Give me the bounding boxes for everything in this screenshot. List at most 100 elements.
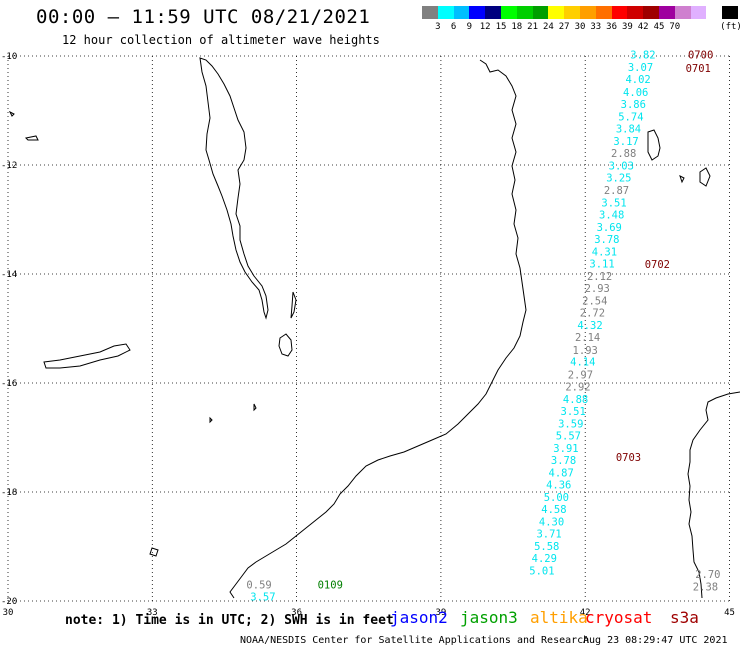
wave-height-value: 3.11 — [589, 259, 614, 271]
africa-coastline — [229, 59, 527, 599]
small-island-1 — [679, 175, 685, 184]
legend-s3a: s3a — [670, 608, 699, 627]
scale-swatch — [469, 6, 486, 19]
scale-swatch — [453, 6, 470, 19]
axis-labels: 30 33 36 39 42 45 -10 -12 -14 -16 -18 -20 — [1, 52, 735, 618]
longitude-label: 33 — [147, 608, 158, 618]
wave-height-value: 2.97 — [568, 369, 593, 381]
wave-height-value: 2.88 — [611, 148, 636, 160]
wave-height-value: 3.78 — [594, 234, 619, 246]
scale-swatch — [611, 6, 628, 19]
scale-swatch — [500, 6, 517, 19]
wave-height-value: 5.01 — [529, 565, 554, 577]
pass-time-label: 0702 — [645, 259, 670, 271]
wave-height-value: 2.12 — [587, 271, 612, 283]
small-island-6 — [209, 416, 213, 424]
coastline — [8, 57, 740, 599]
longitude-label: 30 — [3, 608, 14, 618]
wave-height-value: 2.14 — [575, 332, 600, 344]
wave-height-value: 2.54 — [582, 296, 607, 308]
satellite-pass-times: 0700 0701 0702 0703 0109 — [318, 49, 714, 591]
wave-height-value: 2.93 — [585, 283, 610, 295]
wave-height-value: 3.48 — [599, 210, 624, 222]
wave-height-values: 3.823.074.024.063.865.743.843.172.883.03… — [246, 49, 720, 603]
page-title: 00:00 – 11:59 UTC 08/21/2021 — [36, 6, 371, 28]
scale-label: 27 — [558, 22, 570, 32]
wave-height-value: 3.71 — [536, 528, 561, 540]
scale-swatch — [627, 6, 644, 19]
scale-label: 18 — [511, 22, 523, 32]
legend-cryosat: cryosat — [585, 608, 653, 627]
longitude-label: 42 — [580, 608, 591, 618]
units-note: note: 1) Time is in UTC; 2) SWH is in fe… — [65, 613, 394, 628]
scale-swatch — [643, 6, 659, 19]
wave-height-color-scale — [422, 6, 738, 19]
wave-height-value: 4.88 — [563, 394, 588, 406]
wave-height-value: 2.87 — [604, 185, 629, 197]
wave-height-value: 3.84 — [616, 123, 641, 135]
scale-label: 45 — [653, 22, 665, 32]
scale-label: 3 — [435, 22, 441, 32]
wave-height-value: 5.58 — [534, 541, 559, 553]
wave-height-value: 4.32 — [577, 320, 602, 332]
lake-chilwa-outline — [278, 333, 293, 357]
wave-height-value: 4.36 — [546, 479, 571, 491]
small-island-2 — [24, 135, 39, 141]
wave-height-value: 3.82 — [630, 49, 655, 61]
latitude-label: -16 — [1, 379, 17, 389]
mayotte-island — [699, 167, 711, 187]
longitude-label: 36 — [291, 608, 302, 618]
small-island-3 — [8, 110, 15, 117]
generated-time: Aug 23 08:29:47 UTC 2021 — [583, 635, 728, 646]
pass-time-label: 0703 — [616, 452, 641, 464]
wave-height-value: 3.17 — [613, 136, 638, 148]
wave-height-value: 4.14 — [570, 357, 595, 369]
wave-height-value: 3.59 — [558, 418, 583, 430]
wave-height-value: 3.57 — [250, 592, 275, 604]
latitude-label: -18 — [1, 488, 17, 498]
scale-swatch — [485, 6, 501, 19]
latitude-label: -12 — [1, 161, 17, 171]
wave-height-value: 3.51 — [561, 406, 586, 418]
scale-label: 42 — [637, 22, 649, 32]
scale-label: 15 — [495, 22, 507, 32]
scale-swatch — [437, 6, 454, 19]
wave-height-value: 2.72 — [580, 308, 605, 320]
pass-time-label: 0701 — [686, 63, 711, 75]
longitude-label: 39 — [435, 608, 446, 618]
wave-height-value: 4.06 — [623, 87, 648, 99]
wave-height-value: 0.59 — [246, 580, 271, 592]
scale-swatch — [548, 6, 565, 19]
scale-swatch — [690, 6, 707, 19]
legend-jason3: jason3 — [460, 608, 518, 627]
scale-label: 24 — [542, 22, 554, 32]
wave-height-value: 4.31 — [592, 247, 617, 259]
wave-height-value: 3.91 — [553, 443, 578, 455]
wave-height-value: 3.78 — [551, 455, 576, 467]
longitude-label: 45 — [724, 608, 735, 618]
wave-height-value: 4.30 — [539, 516, 564, 528]
legend-jason2: jason2 — [390, 608, 448, 627]
wave-height-value: 5.00 — [544, 492, 569, 504]
latitude-label: -10 — [1, 52, 17, 62]
scale-swatch — [595, 6, 612, 19]
scale-unit: (ft) — [720, 22, 740, 32]
scale-swatch — [532, 6, 549, 19]
wave-height-value: 4.58 — [541, 504, 566, 516]
graticule — [7, 55, 730, 602]
wave-height-value: 3.51 — [601, 198, 626, 210]
scale-label: 9 — [466, 22, 473, 32]
scale-swatch — [516, 6, 533, 19]
wave-height-value: 3.03 — [609, 161, 634, 173]
scale-label: 70 — [669, 22, 681, 32]
small-island-4 — [253, 403, 257, 412]
scale-swatch — [579, 6, 596, 19]
wave-height-value: 1.93 — [573, 345, 598, 357]
wave-height-value: 5.57 — [556, 430, 581, 442]
scale-label: 36 — [606, 22, 618, 32]
scale-label: 21 — [527, 22, 539, 32]
scale-swatch — [564, 6, 580, 19]
page-subtitle: 12 hour collection of altimeter wave hei… — [62, 33, 380, 47]
wave-height-value: 2.38 — [693, 581, 718, 593]
